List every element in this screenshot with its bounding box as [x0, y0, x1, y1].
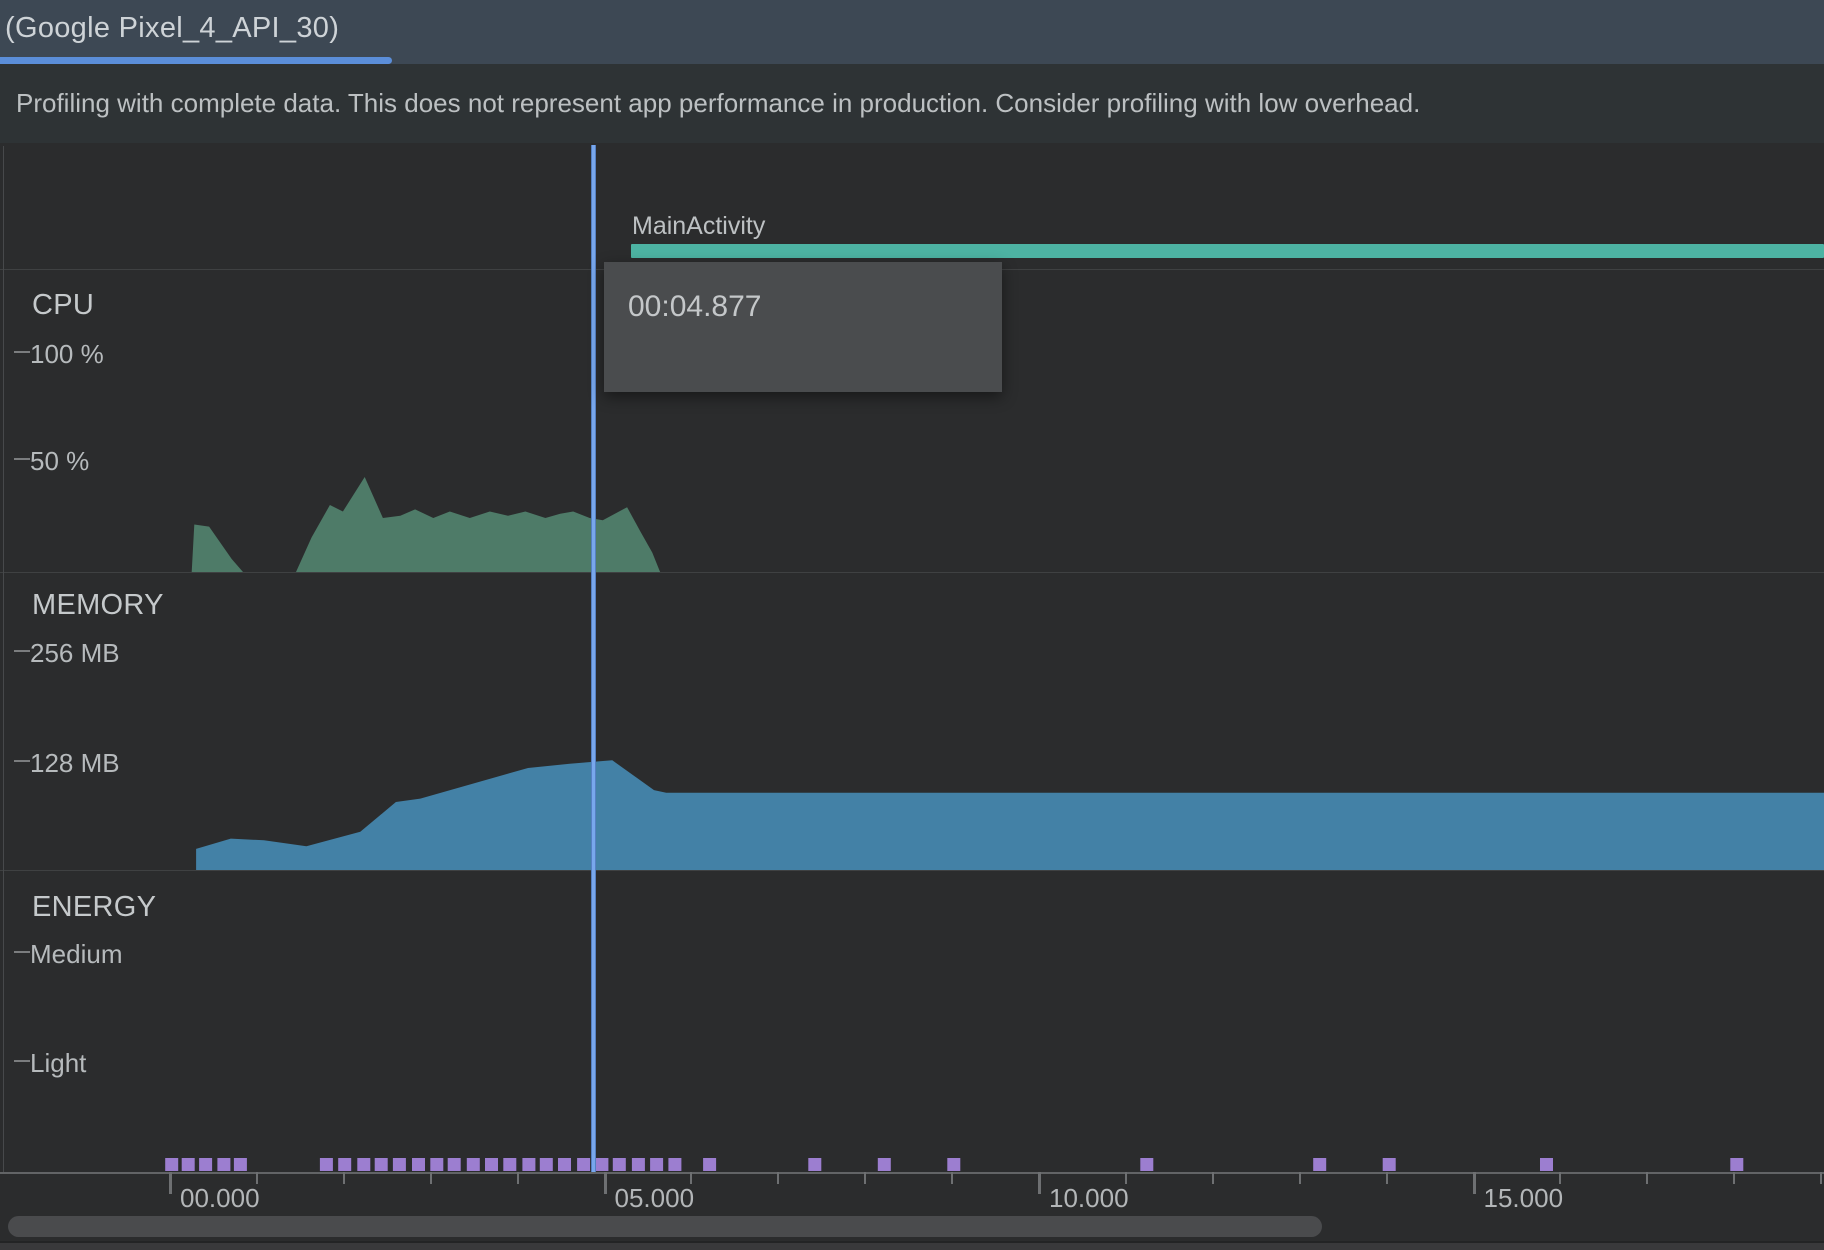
axis-tick-dash — [14, 351, 30, 353]
device-tab-label: (Google Pixel_4_API_30) — [5, 12, 340, 44]
section-divider — [0, 572, 1824, 573]
time-axis-major-tick — [1472, 1172, 1476, 1194]
axis-tick-dash — [14, 760, 30, 762]
time-axis — [0, 1172, 1824, 1174]
section-divider — [0, 870, 1824, 871]
energy-event-marker — [357, 1158, 371, 1171]
energy-event-marker — [374, 1158, 388, 1171]
energy-event-marker — [392, 1158, 406, 1171]
energy-event-marker — [1313, 1158, 1327, 1171]
axis-tick-dash — [14, 951, 30, 953]
time-axis-minor-tick — [1211, 1172, 1214, 1184]
memory-tick-256: 256 MB — [30, 638, 120, 668]
energy-event-marker — [1382, 1158, 1396, 1171]
time-axis-minor-tick — [777, 1172, 780, 1184]
energy-event-dots — [165, 1158, 1744, 1171]
time-axis-major-tick — [1038, 1172, 1041, 1194]
energy-event-marker — [319, 1158, 333, 1171]
cpu-tick-100: 100 % — [30, 339, 104, 369]
energy-tick-medium: Medium — [30, 939, 123, 969]
device-tab-bar: (Google Pixel_4_API_30) — [0, 0, 1824, 64]
memory-section-label: MEMORY — [32, 589, 164, 621]
tooltip-time-text: 00:04.877 — [628, 290, 762, 323]
energy-event-marker — [1540, 1158, 1553, 1171]
energy-event-marker — [466, 1158, 480, 1171]
playhead[interactable] — [591, 145, 596, 1173]
time-axis-major-tick — [603, 1172, 607, 1194]
activity-label: MainActivity — [632, 212, 766, 240]
profiling-mode-banner: Profiling with complete data. This does … — [0, 64, 1824, 143]
time-axis-label: 00.000 — [180, 1183, 260, 1213]
energy-event-marker — [522, 1158, 536, 1171]
time-axis-minor-tick — [951, 1172, 954, 1184]
energy-event-marker — [1730, 1158, 1744, 1171]
cpu-tick-50: 50 % — [30, 446, 90, 476]
time-axis-minor-tick — [1124, 1172, 1127, 1184]
axis-tick-dash — [14, 650, 30, 652]
time-axis-minor-tick — [1559, 1172, 1562, 1184]
energy-event-marker — [412, 1158, 425, 1171]
energy-event-marker — [668, 1158, 682, 1171]
time-axis-minor-tick — [255, 1172, 258, 1184]
time-axis-minor-tick — [1820, 1172, 1823, 1184]
left-axis-line — [3, 146, 4, 1172]
horizontal-scrollbar-track[interactable] — [0, 1210, 1824, 1241]
tab-active-underline — [0, 57, 392, 64]
energy-event-marker — [539, 1158, 553, 1171]
energy-event-marker — [430, 1158, 444, 1171]
axis-tick-dash — [14, 1060, 30, 1062]
energy-event-marker — [808, 1158, 822, 1171]
time-axis-minor-tick — [429, 1172, 432, 1184]
energy-event-marker — [503, 1158, 517, 1171]
activity-event-bar[interactable] — [630, 244, 1824, 258]
energy-event-marker — [165, 1158, 179, 1171]
energy-event-marker — [703, 1158, 717, 1171]
time-axis-label: 15.000 — [1483, 1183, 1564, 1213]
time-axis-major-tick — [169, 1172, 172, 1194]
time-axis-minor-tick — [1385, 1172, 1388, 1184]
energy-event-marker — [1140, 1158, 1154, 1171]
window-bottom-edge — [0, 1241, 1824, 1243]
time-axis-minor-tick — [1646, 1172, 1649, 1184]
time-axis-label: 10.000 — [1049, 1183, 1129, 1213]
time-tooltip: 00:04.877 — [604, 262, 1002, 392]
energy-event-marker — [612, 1158, 626, 1171]
time-axis-minor-tick — [864, 1172, 867, 1184]
window-bottom-strip — [0, 1243, 1824, 1250]
memory-area-chart — [196, 760, 1824, 871]
cpu-area-chart — [191, 477, 661, 572]
time-axis-minor-tick — [516, 1172, 519, 1184]
energy-event-marker — [650, 1158, 664, 1171]
energy-tick-light: Light — [30, 1048, 87, 1078]
energy-event-marker — [199, 1158, 213, 1171]
energy-event-marker — [447, 1158, 461, 1171]
energy-event-marker — [485, 1158, 498, 1171]
energy-event-marker — [577, 1158, 591, 1171]
device-tab[interactable]: (Google Pixel_4_API_30) — [0, 0, 339, 57]
time-axis-minor-tick — [342, 1172, 345, 1184]
energy-section-label: ENERGY — [32, 891, 157, 923]
energy-event-marker — [338, 1158, 352, 1171]
energy-event-marker — [233, 1158, 247, 1171]
profiler-charts — [165, 477, 1824, 1171]
horizontal-scrollbar-thumb[interactable] — [8, 1216, 1322, 1237]
banner-text: Profiling with complete data. This does … — [16, 88, 1421, 118]
energy-event-marker — [877, 1158, 891, 1171]
memory-tick-128: 128 MB — [30, 748, 120, 778]
energy-event-marker — [947, 1158, 961, 1171]
time-axis-minor-tick — [1733, 1172, 1736, 1184]
energy-event-marker — [217, 1158, 231, 1171]
energy-event-marker — [558, 1158, 571, 1171]
time-axis-minor-tick — [1298, 1172, 1301, 1184]
axis-tick-dash — [14, 458, 30, 460]
energy-event-marker — [595, 1158, 609, 1171]
time-axis-label: 05.000 — [614, 1183, 695, 1213]
time-axis-minor-tick — [690, 1172, 693, 1184]
energy-event-marker — [181, 1158, 195, 1171]
cpu-section-label: CPU — [32, 289, 95, 321]
energy-event-marker — [631, 1158, 645, 1171]
